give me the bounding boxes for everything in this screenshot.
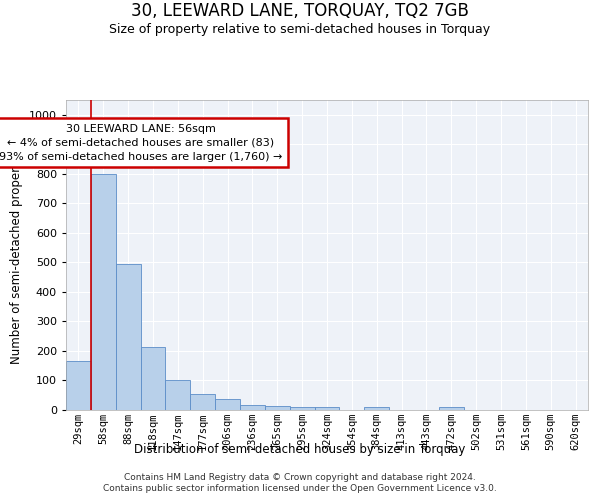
Bar xyxy=(314,407,340,410)
Bar xyxy=(265,406,290,410)
Text: 30, LEEWARD LANE, TORQUAY, TQ2 7GB: 30, LEEWARD LANE, TORQUAY, TQ2 7GB xyxy=(131,2,469,21)
Bar xyxy=(140,346,166,410)
Text: Distribution of semi-detached houses by size in Torquay: Distribution of semi-detached houses by … xyxy=(134,442,466,456)
Bar xyxy=(439,407,464,410)
Bar xyxy=(166,380,190,410)
Bar xyxy=(240,404,265,410)
Text: Size of property relative to semi-detached houses in Torquay: Size of property relative to semi-detach… xyxy=(109,22,491,36)
Bar xyxy=(116,264,140,410)
Text: 30 LEEWARD LANE: 56sqm
← 4% of semi-detached houses are smaller (83)
93% of semi: 30 LEEWARD LANE: 56sqm ← 4% of semi-deta… xyxy=(0,124,282,162)
Bar xyxy=(66,362,91,410)
Text: Contains HM Land Registry data © Crown copyright and database right 2024.: Contains HM Land Registry data © Crown c… xyxy=(124,472,476,482)
Y-axis label: Number of semi-detached properties: Number of semi-detached properties xyxy=(10,146,23,364)
Bar xyxy=(190,394,215,410)
Bar xyxy=(364,407,389,410)
Bar xyxy=(215,399,240,410)
Text: Contains public sector information licensed under the Open Government Licence v3: Contains public sector information licen… xyxy=(103,484,497,493)
Bar xyxy=(91,174,116,410)
Bar xyxy=(290,407,314,410)
